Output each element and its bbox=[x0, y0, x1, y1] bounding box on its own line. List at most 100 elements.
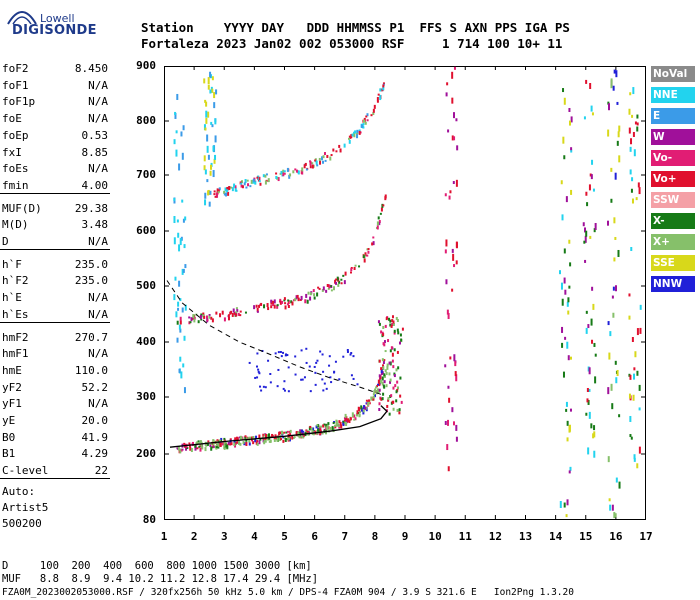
trace-mark bbox=[390, 394, 393, 398]
trace-mark bbox=[208, 315, 211, 319]
header-row1: Station YYYY DAY DDD HHMMSS P1 FFS S AXN… bbox=[141, 20, 570, 35]
trace-mark bbox=[286, 354, 289, 357]
trace-mark bbox=[332, 286, 335, 291]
trace-mark bbox=[383, 340, 386, 344]
interference-mark bbox=[567, 310, 570, 315]
interference-mark bbox=[204, 199, 207, 206]
interference-mark bbox=[455, 179, 458, 187]
interference-mark bbox=[631, 177, 634, 182]
interference-mark bbox=[182, 218, 185, 223]
param-separator bbox=[0, 248, 110, 250]
trace-mark bbox=[252, 441, 255, 445]
param-name: hmE bbox=[2, 363, 22, 377]
interference-mark bbox=[452, 112, 455, 119]
trace-mark bbox=[389, 361, 392, 366]
interference-mark bbox=[177, 301, 180, 307]
interference-mark bbox=[633, 457, 636, 462]
x-tick-label: 7 bbox=[341, 530, 349, 543]
trace-mark bbox=[244, 436, 247, 441]
interference-mark bbox=[570, 149, 573, 153]
x-tick-label: 6 bbox=[311, 530, 318, 543]
param-name: yF2 bbox=[2, 380, 22, 394]
trace-mark bbox=[396, 380, 399, 384]
trace-mark bbox=[234, 441, 237, 444]
trace-mark bbox=[234, 187, 237, 192]
interference-mark bbox=[211, 76, 214, 81]
logo-line2: DIGISONDE bbox=[12, 23, 97, 38]
interference-mark bbox=[209, 89, 212, 94]
trace-mark bbox=[308, 426, 311, 431]
trace-mark bbox=[364, 121, 367, 125]
y-tick-label: 500 bbox=[136, 279, 156, 292]
trace-mark bbox=[379, 97, 382, 101]
interference-mark bbox=[568, 239, 571, 244]
trace-mark bbox=[309, 165, 312, 169]
trace-mark bbox=[268, 440, 271, 443]
interference-mark bbox=[560, 180, 563, 185]
x-tick-label: 5 bbox=[281, 530, 288, 543]
trace-mark bbox=[323, 382, 326, 385]
interference-mark bbox=[453, 354, 456, 362]
param-value: 20.0 bbox=[81, 414, 109, 427]
interference-mark bbox=[593, 342, 596, 347]
trace-mark bbox=[328, 364, 331, 367]
trace-mark bbox=[372, 241, 375, 246]
interference-mark bbox=[173, 139, 176, 145]
interference-mark bbox=[582, 222, 585, 227]
interference-mark bbox=[634, 351, 637, 358]
trace-mark bbox=[372, 396, 375, 401]
param-value: N/A bbox=[88, 291, 108, 305]
trace-mark bbox=[256, 307, 259, 312]
interference-mark bbox=[618, 155, 621, 163]
trace-mark bbox=[338, 425, 341, 428]
trace-mark bbox=[257, 370, 260, 373]
trace-mark bbox=[249, 185, 252, 188]
param-value: 41.9 bbox=[81, 430, 109, 444]
trace-mark bbox=[223, 317, 226, 322]
trace-mark bbox=[380, 207, 383, 212]
interference-mark bbox=[607, 220, 610, 226]
trace-mark bbox=[305, 429, 308, 433]
trace-mark bbox=[391, 323, 394, 327]
trace-mark bbox=[286, 303, 289, 306]
interference-mark bbox=[176, 219, 179, 223]
trace-mark bbox=[308, 365, 311, 368]
trace-mark bbox=[227, 191, 230, 196]
trace-mark bbox=[303, 376, 306, 379]
trace-mark bbox=[313, 365, 316, 368]
interference-mark bbox=[615, 377, 618, 384]
trace-mark bbox=[255, 304, 258, 308]
interference-mark bbox=[633, 373, 636, 380]
trace-mark bbox=[351, 415, 354, 418]
trace-mark bbox=[315, 160, 318, 165]
interference-mark bbox=[594, 376, 597, 384]
trace-mark bbox=[314, 383, 317, 386]
trace-mark bbox=[385, 317, 388, 321]
trace-mark bbox=[336, 423, 339, 426]
trace-mark bbox=[194, 444, 197, 448]
trace-mark bbox=[233, 311, 236, 315]
param-name: B1 bbox=[2, 447, 16, 461]
trace-mark bbox=[218, 187, 221, 191]
trace-mark bbox=[256, 440, 259, 443]
interference-mark bbox=[562, 371, 565, 378]
trace-mark bbox=[274, 352, 277, 355]
trace-mark bbox=[179, 316, 182, 321]
interference-mark bbox=[563, 277, 566, 284]
interference-mark bbox=[203, 78, 206, 84]
interference-mark bbox=[451, 71, 454, 79]
trace-mark bbox=[381, 358, 384, 362]
trace-mark bbox=[235, 189, 238, 192]
interference-mark bbox=[184, 264, 187, 269]
trace-mark bbox=[248, 361, 251, 364]
trace-mark bbox=[218, 439, 221, 442]
trace-mark bbox=[353, 133, 356, 138]
trace-mark bbox=[394, 384, 397, 388]
interference-mark bbox=[444, 249, 447, 254]
trace-mark bbox=[360, 124, 363, 128]
trace-mark bbox=[229, 311, 232, 315]
trace-mark bbox=[379, 379, 382, 384]
trace-mark bbox=[179, 450, 182, 454]
trace-mark bbox=[264, 386, 267, 389]
trace-mark bbox=[279, 350, 282, 353]
